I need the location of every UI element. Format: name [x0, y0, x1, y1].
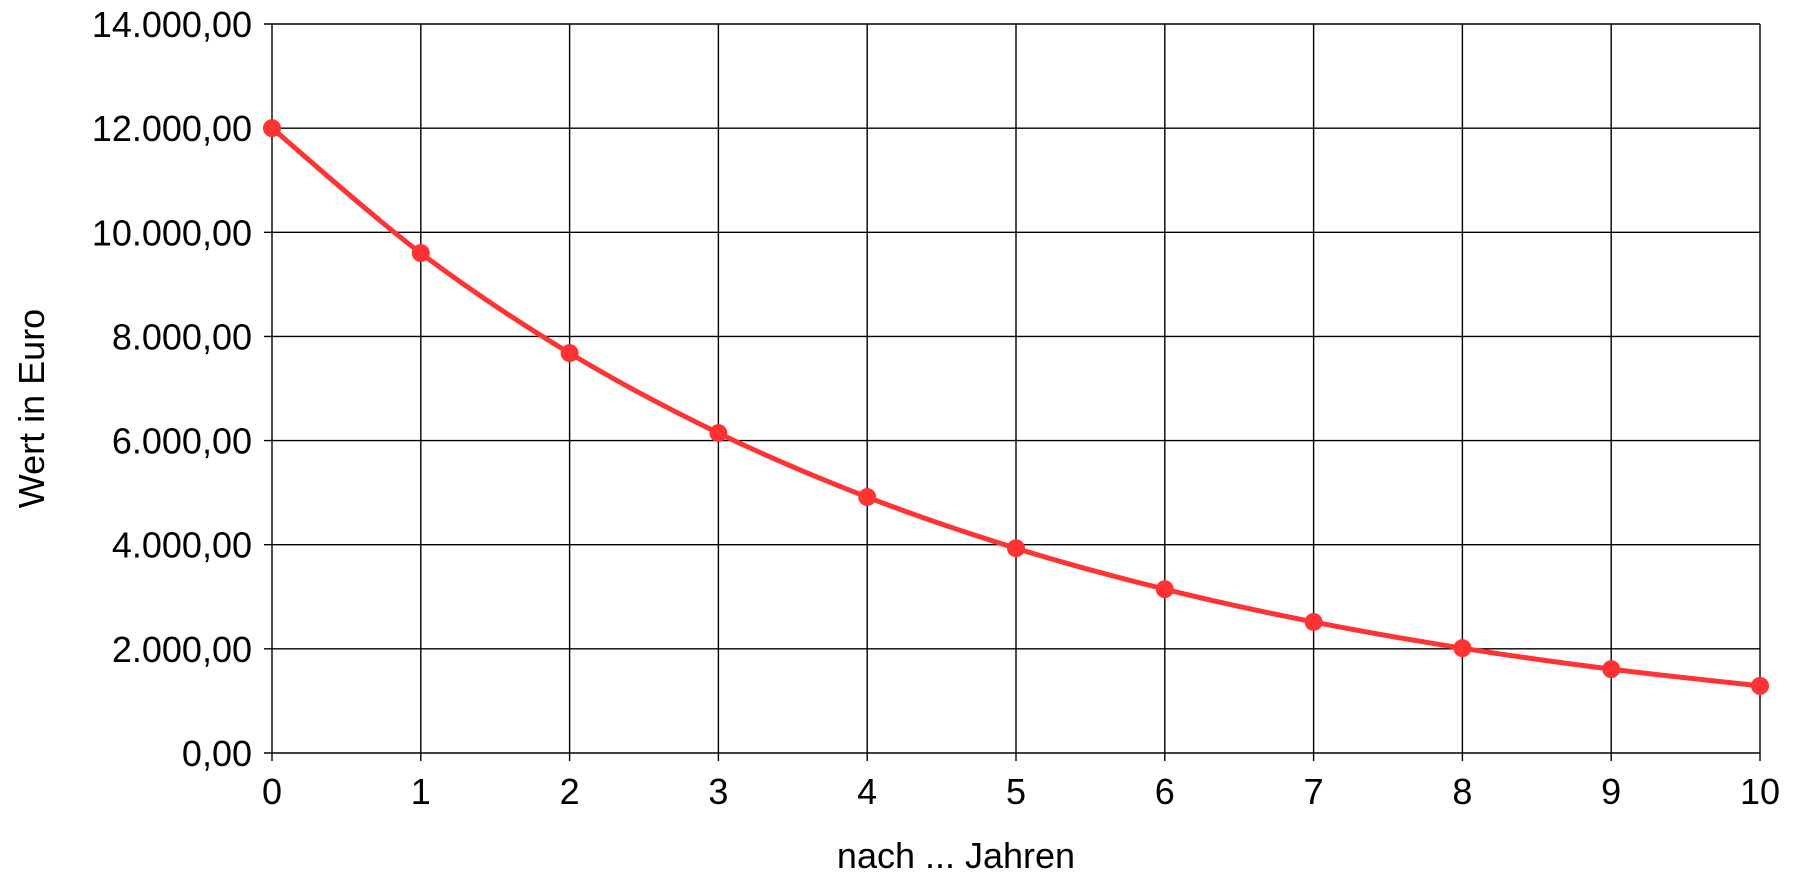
data-point	[560, 344, 579, 363]
data-point	[1304, 612, 1323, 631]
data-point	[1155, 580, 1174, 599]
x-tick-label: 9	[1601, 771, 1621, 812]
data-point	[709, 424, 728, 443]
x-tick-label: 4	[857, 771, 877, 812]
data-point	[411, 244, 430, 263]
data-point	[1453, 639, 1472, 658]
x-axis-ticks: 0 1 2 3 4 5 6 7 8 9 10	[262, 771, 1780, 812]
x-tick-label: 6	[1155, 771, 1175, 812]
data-point	[858, 488, 877, 507]
x-tick-label: 10	[1740, 771, 1780, 812]
data-point	[1751, 676, 1769, 695]
x-tick-label: 3	[708, 771, 728, 812]
y-tick-label: 14.000,00	[92, 4, 252, 45]
y-tick-label: 6.000,00	[112, 421, 252, 462]
series	[263, 119, 1769, 695]
x-tick-label: 1	[411, 771, 431, 812]
grid	[264, 23, 1761, 761]
x-axis-title: nach ... Jahren	[837, 835, 1075, 876]
x-tick-label: 8	[1452, 771, 1472, 812]
x-tick-label: 0	[262, 771, 282, 812]
data-point	[263, 119, 281, 138]
x-tick-label: 2	[560, 771, 580, 812]
y-tick-label: 10.000,00	[92, 212, 252, 253]
x-tick-label: 5	[1006, 771, 1026, 812]
data-point	[1602, 660, 1621, 679]
x-tick-label: 7	[1304, 771, 1324, 812]
data-point	[1007, 539, 1025, 558]
y-tick-label: 4.000,00	[112, 525, 252, 566]
y-axis-ticks: 0,00 2.000,00 4.000,00 6.000,00 8.000,00 10.0…	[92, 4, 252, 774]
y-tick-label: 0,00	[182, 733, 252, 774]
y-axis-title: Wert in Euro	[11, 309, 52, 508]
y-tick-label: 2.000,00	[112, 629, 252, 670]
y-tick-label: 8.000,00	[112, 316, 252, 357]
y-tick-label: 12.000,00	[92, 108, 252, 149]
